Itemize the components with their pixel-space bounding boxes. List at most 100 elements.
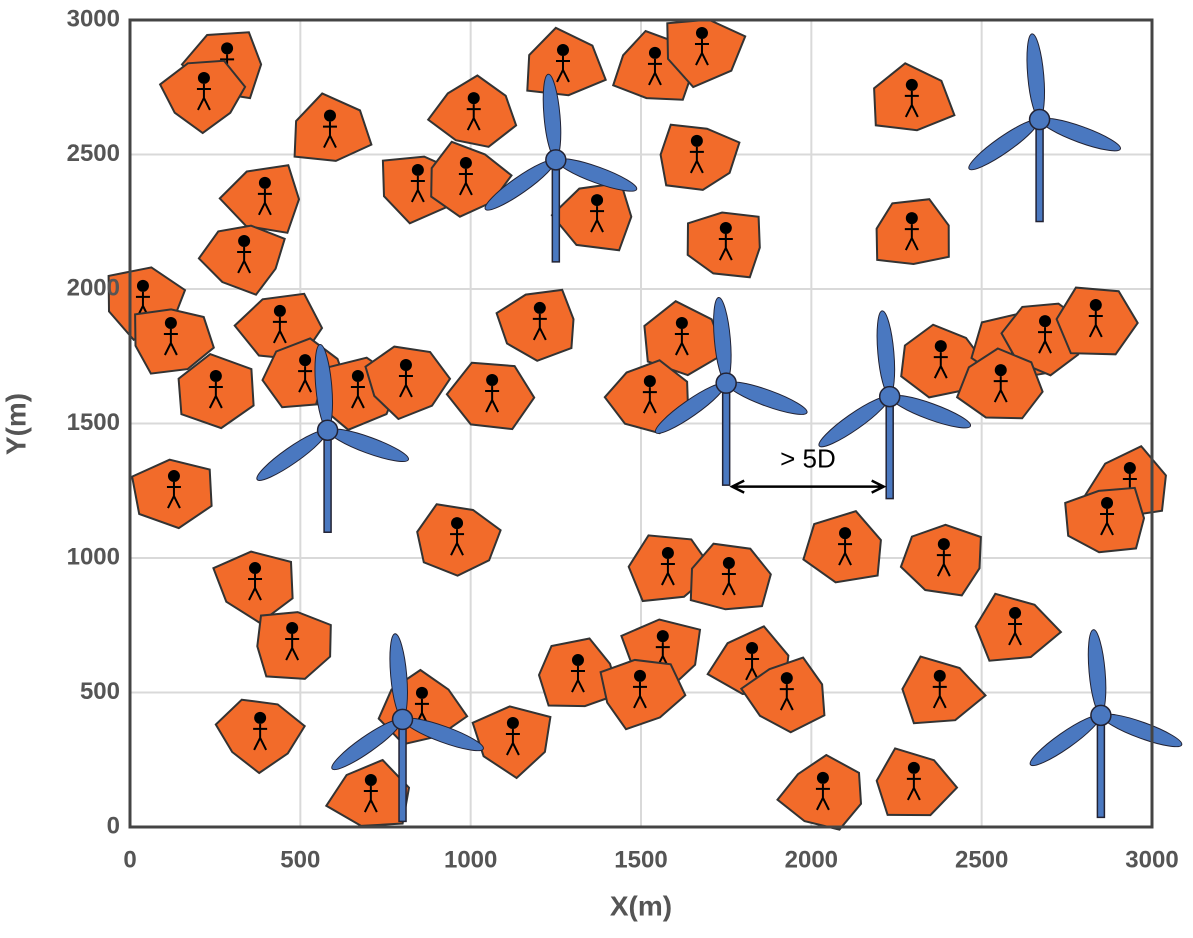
tower [885,395,894,500]
person-body [1008,618,1023,646]
person-body [466,104,481,131]
blade [713,296,732,382]
cell [1055,286,1139,356]
hub [391,708,414,731]
person-body [485,386,500,413]
resident [1064,486,1146,554]
person-body [815,783,830,811]
y-tick-label: 1500 [67,409,120,436]
person-head [905,212,918,225]
tower [398,718,407,823]
person-body [779,684,794,711]
person-head [249,562,262,575]
resident [873,62,956,132]
cell [495,288,575,362]
person-body [322,121,337,149]
person-body [272,316,287,344]
person-body [248,574,263,601]
cell [875,747,959,817]
person-body [745,653,760,681]
resident [603,359,690,435]
x-tick-label: 500 [280,846,320,873]
hub [545,149,567,171]
cell [776,753,863,831]
person-body [350,381,365,409]
cell [256,611,332,680]
annotation: > 5D [780,443,836,473]
person-body [904,90,919,118]
tower [1096,714,1106,819]
person-body [532,313,547,341]
cell [197,224,286,296]
resident [364,345,452,421]
person-head [816,771,829,784]
person-body [257,188,272,216]
person-head [1009,606,1022,619]
person-body [555,55,570,83]
person-head [197,71,210,84]
person-body [253,723,268,751]
person-body [933,352,948,379]
person-head [459,156,472,169]
resident [666,18,747,89]
person-head [286,622,299,635]
person-body [285,634,300,661]
x-tick-label: 1500 [614,846,667,873]
person-head [167,470,180,483]
resident [158,59,247,135]
turbine [654,296,808,486]
spacing-arrow [729,479,887,494]
tower [1035,118,1044,223]
person-head [1039,315,1052,328]
person-body [163,328,178,356]
cell [666,18,747,89]
cell [364,345,452,421]
turbine [1029,629,1183,819]
person-head [467,92,480,105]
person-head [994,364,1007,377]
resident [177,352,255,430]
person-head [164,316,177,329]
person-body [721,568,736,596]
cell [686,211,761,279]
person-head [415,686,428,699]
person-head [411,163,424,176]
person-body [505,729,520,756]
person-head [258,176,271,189]
y-axis-label: Y(m) [0,393,31,455]
person-body [590,206,605,233]
resident [218,164,301,234]
person-head [648,46,661,59]
cell [218,164,301,234]
person-head [661,546,674,559]
cell [659,123,741,191]
hub [878,385,901,408]
person-body [647,58,662,86]
person-body [838,539,853,566]
cell [550,181,633,252]
cell [689,542,772,611]
x-tick-label: 2500 [955,846,1008,873]
resident [686,211,761,279]
resident [293,92,373,162]
cell [212,550,294,625]
person-body [1088,310,1103,338]
person-body [694,39,709,66]
cell [802,510,882,584]
person-body [674,328,689,356]
resident [899,523,982,597]
resident [550,181,633,252]
resident [197,224,286,296]
cell [426,74,518,148]
hub [1028,108,1051,131]
turbine [968,33,1121,223]
blade [1026,33,1046,119]
x-tick-label: 1000 [444,846,497,873]
person-head [656,630,669,643]
person-head [933,669,946,682]
turbine [484,73,638,263]
person-head [273,304,286,317]
resident [134,308,215,375]
x-tick-label: 0 [123,846,136,873]
